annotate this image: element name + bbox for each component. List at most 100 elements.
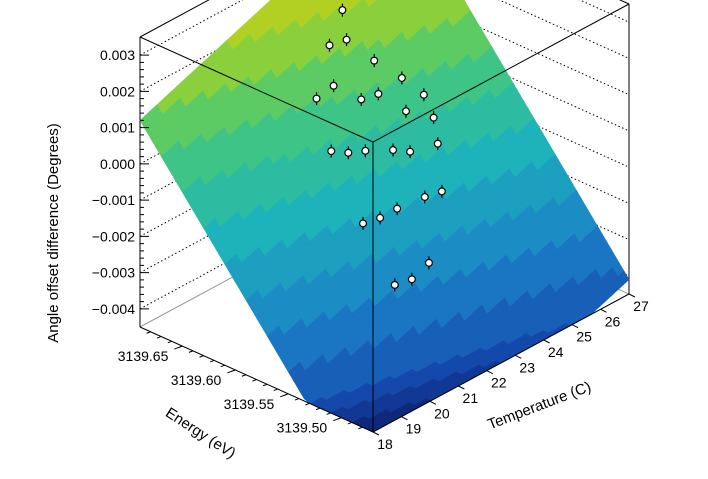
surface-patch <box>447 0 460 13</box>
surface-patch <box>275 0 286 7</box>
x-tick-label: 18 <box>377 436 393 452</box>
surface-patch <box>402 0 415 13</box>
surface-patch <box>357 0 370 13</box>
y-minor-tick-mark <box>252 379 257 382</box>
data-point <box>370 56 379 65</box>
y-minor-tick-mark <box>337 417 342 420</box>
surface-patch <box>419 0 432 11</box>
x-tick-mark <box>600 308 607 313</box>
data-point <box>327 147 336 156</box>
y-minor-tick-mark <box>167 340 172 344</box>
data-point <box>338 6 347 15</box>
z-tick-label: −0.001 <box>92 192 135 208</box>
surface-patch <box>338 0 347 5</box>
data-point <box>397 73 406 82</box>
surface-patch <box>445 0 452 4</box>
z-grid-line-right-wall <box>395 61 630 168</box>
y-minor-tick-mark <box>209 359 215 363</box>
data-point <box>359 219 368 228</box>
y-minor-tick-mark <box>305 402 310 406</box>
y-minor-tick-mark <box>220 364 225 368</box>
z-grid-line-right-wall <box>417 0 630 96</box>
y-minor-tick-mark <box>188 350 194 353</box>
y-minor-tick-mark <box>347 421 352 425</box>
data-point <box>342 35 351 44</box>
z-tick-label: 0.000 <box>100 156 135 172</box>
x-tick-label: 27 <box>633 298 649 314</box>
data-points <box>312 3 446 292</box>
y-minor-tick-mark <box>284 393 289 396</box>
x-tick-label: 20 <box>434 405 450 421</box>
data-point <box>325 41 334 50</box>
y-minor-tick-mark <box>178 345 183 349</box>
z-tick-label: −0.004 <box>92 301 135 317</box>
data-point <box>419 90 428 99</box>
surface-patch <box>430 0 443 15</box>
surface-patch <box>329 0 342 11</box>
y-minor-tick-mark <box>315 407 321 411</box>
surface-patch <box>382 0 392 6</box>
x-axis-line <box>372 293 630 433</box>
z-grid-line-right-wall <box>395 25 630 132</box>
data-point <box>393 204 402 213</box>
z-tick-label: 0.002 <box>100 83 135 99</box>
y-minor-tick-mark <box>146 331 151 334</box>
y-minor-tick-mark <box>157 336 162 339</box>
x-tick-label: 23 <box>519 359 535 375</box>
x-tick-mark <box>628 293 636 298</box>
x-tick-mark <box>458 385 465 390</box>
data-point <box>312 94 321 103</box>
z-grid-line-left-wall <box>139 0 244 56</box>
y-minor-tick-mark <box>358 426 363 430</box>
data-point <box>374 89 383 98</box>
y-minor-tick-mark <box>326 412 331 415</box>
x-tick-label: 21 <box>463 390 479 406</box>
data-point <box>407 275 416 284</box>
surface-patch <box>311 0 317 4</box>
x-tick-mark <box>401 416 408 421</box>
surface-patch <box>284 0 287 2</box>
fit-surface <box>139 0 630 433</box>
surface-patch <box>329 0 332 2</box>
y-minor-tick-mark <box>199 355 204 358</box>
surface-patch <box>454 0 466 8</box>
z-axis-title: Angle offset difference (Degrees) <box>45 123 62 343</box>
y-minor-tick-mark <box>231 369 236 372</box>
surface-patch <box>427 0 437 6</box>
data-point <box>437 187 446 196</box>
y-tick-label: 3139.55 <box>224 396 275 412</box>
surface-patch <box>400 0 407 4</box>
y-minor-tick-mark <box>241 374 247 377</box>
z-grid-line-right-wall <box>395 97 630 204</box>
surface-patch <box>385 0 398 15</box>
axis-ticks: 0.003 0.002 0.001 0.000 −0.001 −0.002 −0.003 −0… <box>92 47 649 452</box>
surface-patch <box>267 0 280 12</box>
x-tick-label: 25 <box>576 329 592 345</box>
top-back-edge-left <box>139 0 210 38</box>
z-tick-label: 0.003 <box>100 47 135 63</box>
surface-patch <box>284 0 297 11</box>
x-tick-label: 22 <box>491 375 507 391</box>
front-edges <box>139 3 630 433</box>
data-point <box>390 280 399 289</box>
y-tick-label: 3139.50 <box>277 420 328 436</box>
surface-patch <box>418 0 422 2</box>
y-axis-title: Energy (eV) <box>162 404 238 462</box>
data-point <box>401 107 410 116</box>
surface-patch <box>364 0 376 7</box>
y-tick-label: 3139.60 <box>171 372 222 388</box>
data-point <box>420 192 429 201</box>
z-grid-line-right-wall <box>498 0 630 59</box>
x-tick-mark <box>571 324 579 329</box>
y-minor-tick-mark <box>262 383 268 387</box>
y-minor-tick-mark <box>273 388 278 392</box>
x-tick-label: 24 <box>548 344 564 360</box>
x-tick-label: 19 <box>406 421 422 437</box>
data-point <box>344 148 353 157</box>
y-tick-label: 3139.65 <box>118 348 169 364</box>
top-front-edge-right <box>372 3 630 143</box>
x-tick-mark <box>514 354 522 359</box>
surface-patch <box>409 0 421 7</box>
x-tick-mark <box>429 400 437 405</box>
